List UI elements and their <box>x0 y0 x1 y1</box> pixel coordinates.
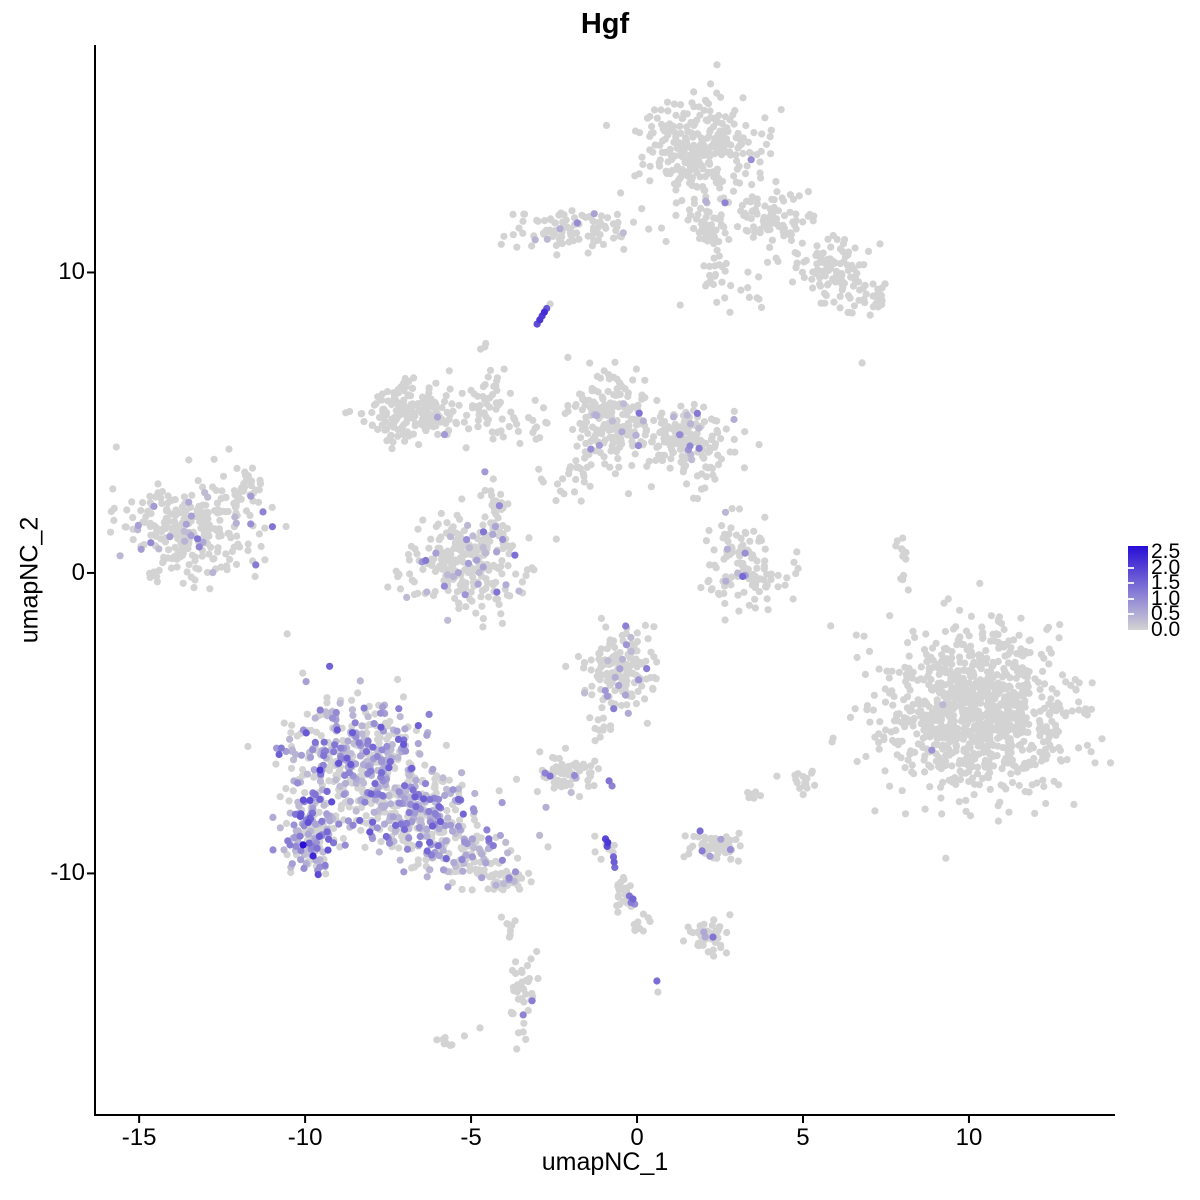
colorbar-tick <box>1128 597 1134 600</box>
x-tick-label: 0 <box>630 1124 644 1151</box>
plot-title: Hgf <box>580 8 630 40</box>
colorbar-label: 1.0 <box>1151 586 1181 610</box>
expression-colorbar <box>1128 546 1148 630</box>
x-tick-label: 5 <box>796 1124 810 1151</box>
x-tick-label: -5 <box>460 1124 482 1151</box>
colorbar-tick <box>1128 566 1134 569</box>
y-tick-label: 0 <box>71 558 85 586</box>
colorbar-label: 2.0 <box>1151 555 1181 579</box>
x-tick-label: -10 <box>287 1124 323 1151</box>
colorbar-tick <box>1128 613 1134 616</box>
colorbar-label: 1.5 <box>1151 571 1181 595</box>
colorbar-label: 2.5 <box>1151 540 1181 563</box>
x-axis-title: umapNC_1 <box>541 1148 669 1176</box>
y-tick-label: -10 <box>50 859 85 887</box>
colorbar-tick <box>1128 582 1134 585</box>
y-tick-label: 10 <box>58 258 85 286</box>
x-tick-label: 10 <box>955 1124 983 1151</box>
colorbar-label: 0.5 <box>1151 602 1181 626</box>
x-tick-label: -15 <box>121 1124 157 1151</box>
colorbar-label: 0.0 <box>1151 618 1181 641</box>
